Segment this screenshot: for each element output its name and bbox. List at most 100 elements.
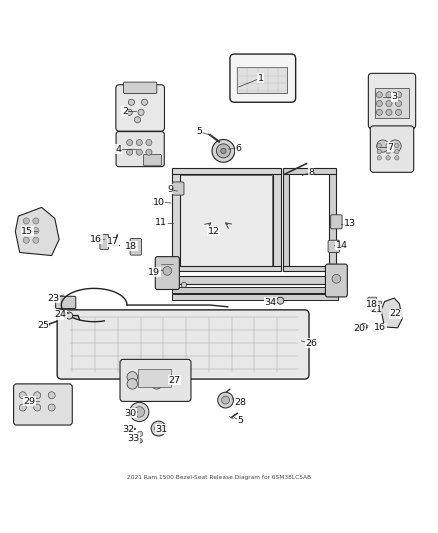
Text: 31: 31 [155,425,167,434]
FancyBboxPatch shape [14,384,72,425]
FancyBboxPatch shape [331,215,342,229]
FancyBboxPatch shape [230,54,296,102]
Circle shape [34,404,41,411]
Text: 21: 21 [370,305,382,314]
Bar [283,167,336,174]
FancyBboxPatch shape [368,297,377,308]
Bar [180,174,272,265]
Circle shape [145,372,155,382]
Circle shape [218,392,233,408]
Circle shape [23,228,29,233]
Circle shape [48,404,55,411]
Text: 3: 3 [391,92,397,101]
Circle shape [127,378,138,389]
FancyBboxPatch shape [57,310,309,379]
Text: 18: 18 [125,242,138,251]
Circle shape [216,144,230,158]
Circle shape [134,117,141,123]
Circle shape [151,421,166,436]
Circle shape [19,392,26,399]
FancyBboxPatch shape [328,240,339,253]
Bar [273,170,281,270]
Circle shape [136,149,142,155]
Circle shape [19,404,26,411]
Bar [237,67,287,93]
Circle shape [386,143,390,148]
Text: 16: 16 [374,324,386,332]
Text: 13: 13 [343,219,356,228]
Circle shape [127,372,138,382]
Text: 10: 10 [153,198,165,207]
Circle shape [376,101,382,107]
Circle shape [33,218,39,224]
FancyBboxPatch shape [173,182,184,195]
Text: 5: 5 [196,127,202,136]
Circle shape [212,140,235,162]
Text: 1: 1 [258,74,264,83]
Circle shape [146,149,152,155]
Circle shape [395,143,399,148]
Text: 8: 8 [308,168,314,177]
Bar [138,369,171,387]
Bar [172,294,338,300]
Circle shape [33,228,39,233]
Text: 5: 5 [237,416,243,425]
Text: 11: 11 [155,218,167,227]
Circle shape [126,109,132,115]
Bar [375,88,409,118]
Text: 7: 7 [388,143,394,152]
Bar [172,170,180,270]
Text: 25: 25 [37,321,49,330]
FancyBboxPatch shape [120,359,191,401]
FancyBboxPatch shape [56,296,76,309]
Circle shape [138,109,144,115]
FancyBboxPatch shape [370,126,413,172]
Text: 18: 18 [365,300,378,309]
Text: 9: 9 [167,185,173,194]
Circle shape [136,140,142,146]
Circle shape [138,431,143,437]
Text: 17: 17 [107,238,119,246]
FancyBboxPatch shape [325,264,347,297]
Circle shape [277,297,284,304]
FancyBboxPatch shape [130,238,141,255]
FancyBboxPatch shape [116,85,164,131]
Bar [283,170,289,270]
Text: 34: 34 [265,298,277,307]
Text: 14: 14 [336,241,348,250]
Circle shape [386,150,390,154]
Circle shape [377,150,381,154]
FancyBboxPatch shape [100,235,109,249]
Text: 6: 6 [236,144,242,153]
Circle shape [134,407,145,417]
Circle shape [128,99,134,106]
Text: 2021 Ram 1500 Bezel-Seat Release Diagram for 6SM38LC5AB: 2021 Ram 1500 Bezel-Seat Release Diagram… [127,475,311,480]
Circle shape [389,140,401,152]
Circle shape [146,140,152,146]
Polygon shape [15,207,59,255]
Circle shape [396,101,402,107]
Circle shape [221,148,226,154]
Circle shape [332,274,341,283]
Text: 20: 20 [353,324,365,333]
Circle shape [396,109,402,115]
Text: 29: 29 [24,397,36,406]
Circle shape [23,237,29,243]
Circle shape [360,324,367,330]
Circle shape [130,402,149,422]
Circle shape [141,99,148,106]
Text: 19: 19 [148,268,160,277]
Bar [329,170,336,270]
Circle shape [155,425,162,432]
Text: 16: 16 [90,235,102,244]
Circle shape [377,143,381,148]
Circle shape [127,149,133,155]
Circle shape [395,156,399,160]
Text: 28: 28 [234,398,246,407]
Text: 33: 33 [127,434,140,443]
Text: 2: 2 [122,107,128,116]
Text: 22: 22 [389,309,401,318]
Text: 30: 30 [124,409,137,418]
Text: 27: 27 [168,376,180,385]
Text: 12: 12 [208,227,220,236]
